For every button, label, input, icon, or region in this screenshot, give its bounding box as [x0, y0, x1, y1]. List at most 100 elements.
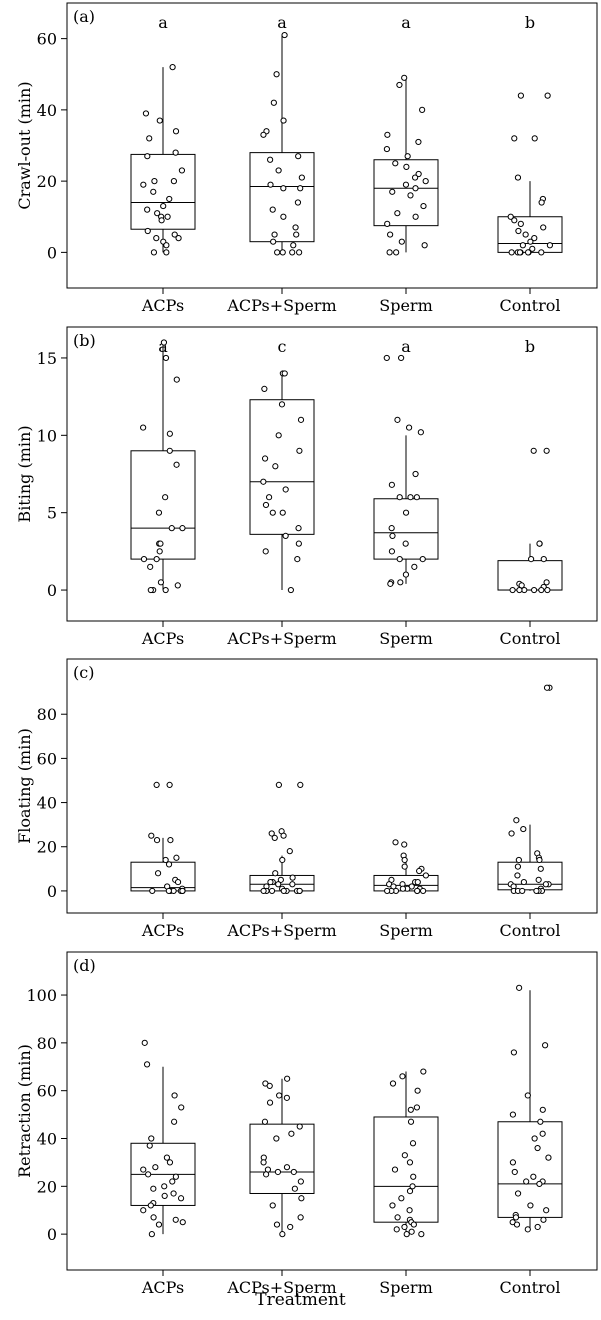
data-point: [280, 832, 287, 839]
data-point: [289, 881, 296, 888]
data-point: [275, 781, 282, 788]
data-point: [282, 532, 289, 539]
data-point: [140, 556, 148, 563]
data-point: [401, 841, 408, 848]
data-point: [265, 494, 273, 501]
data-point: [391, 1166, 399, 1173]
data-point: [153, 781, 160, 788]
data-point: [412, 213, 419, 220]
x-tick-label: Sperm: [379, 296, 433, 315]
data-point: [260, 887, 267, 895]
data-point: [407, 1106, 414, 1113]
data-point: [387, 580, 394, 587]
data-point: [155, 509, 163, 516]
data-point: [406, 1159, 414, 1166]
x-tick-label: ACPs: [141, 921, 184, 940]
data-point: [420, 202, 427, 210]
data-point: [282, 486, 289, 493]
data-point: [407, 494, 414, 501]
data-point: [412, 185, 419, 192]
data-point: [510, 1049, 518, 1056]
data-point: [154, 870, 162, 877]
panel-a: (a) 0 20 40 60 Crawl-out (min) ACPs a ACPs+Sperm…: [15, 2, 598, 315]
data-point: [296, 249, 303, 256]
data-point: [384, 131, 391, 138]
data-point: [294, 199, 302, 206]
data-point: [284, 1075, 291, 1082]
x-tick-label: Control: [499, 629, 560, 648]
data-point: [399, 885, 407, 892]
data-point: [290, 242, 297, 249]
data-point: [157, 540, 164, 547]
data-point: [520, 878, 527, 886]
data-point: [166, 1159, 174, 1166]
data-point: [283, 1094, 290, 1101]
data-point: [268, 887, 276, 895]
y-tick-label: 60: [37, 1082, 57, 1101]
data-point: [514, 1190, 522, 1197]
data-point: [157, 579, 165, 586]
data-point: [422, 872, 429, 879]
data-point: [421, 242, 428, 249]
panel-b: (b) 0 5 10 15 Biting (min) ACPs a ACPs+Sperm c Spe…: [15, 326, 598, 648]
x-axis-title: Treatment: [255, 1290, 346, 1310]
data-point: [402, 509, 410, 516]
data-point: [274, 249, 281, 256]
data-point: [393, 249, 400, 256]
data-point: [513, 1221, 521, 1228]
data-point: [414, 1087, 421, 1094]
data-point: [537, 865, 544, 872]
data-point: [267, 181, 274, 188]
x-tick-label: ACPs+Sperm: [226, 921, 336, 940]
data-point: [543, 1207, 550, 1214]
data-point: [177, 1195, 185, 1202]
data-point: [297, 416, 305, 423]
data-point: [396, 556, 403, 563]
data-point: [508, 830, 515, 837]
data-point: [295, 525, 302, 532]
data-point: [147, 563, 154, 570]
data-point: [509, 586, 516, 594]
data-point: [163, 249, 170, 256]
data-point: [392, 160, 399, 167]
data-point: [422, 178, 429, 185]
data-point: [280, 213, 287, 220]
data-point: [394, 1214, 401, 1221]
data-point: [173, 461, 180, 468]
data-point: [175, 235, 182, 242]
data-point: [276, 1092, 283, 1099]
data-point: [140, 181, 147, 188]
data-point: [272, 463, 279, 470]
data-point: [260, 478, 267, 485]
data-point: [166, 430, 173, 437]
data-point: [164, 213, 171, 220]
data-point: [289, 249, 296, 256]
data-point: [263, 1171, 270, 1178]
y-tick-label: 0: [47, 581, 57, 600]
data-point: [273, 71, 280, 78]
data-point: [543, 447, 550, 454]
y-tick-label: 10: [37, 426, 57, 445]
data-point: [419, 556, 426, 563]
data-point: [393, 1226, 400, 1233]
data-point: [384, 220, 391, 227]
data-point: [397, 579, 404, 586]
data-point: [389, 188, 396, 195]
data-point: [420, 1068, 427, 1075]
plot-frame: [66, 658, 598, 914]
data-point: [388, 481, 395, 488]
box: [373, 498, 439, 560]
data-point: [145, 1171, 152, 1178]
data-point: [536, 1180, 543, 1188]
data-point: [546, 242, 554, 249]
data-point: [148, 832, 155, 839]
data-point: [405, 424, 413, 431]
data-point: [528, 556, 535, 563]
data-point: [542, 881, 549, 888]
significance-letter: b: [525, 337, 535, 356]
data-point: [511, 1168, 518, 1176]
data-point: [298, 1195, 305, 1202]
data-point: [269, 1202, 276, 1209]
x-tick-label: ACPs+Sperm: [226, 1278, 336, 1297]
data-point: [170, 1190, 177, 1197]
